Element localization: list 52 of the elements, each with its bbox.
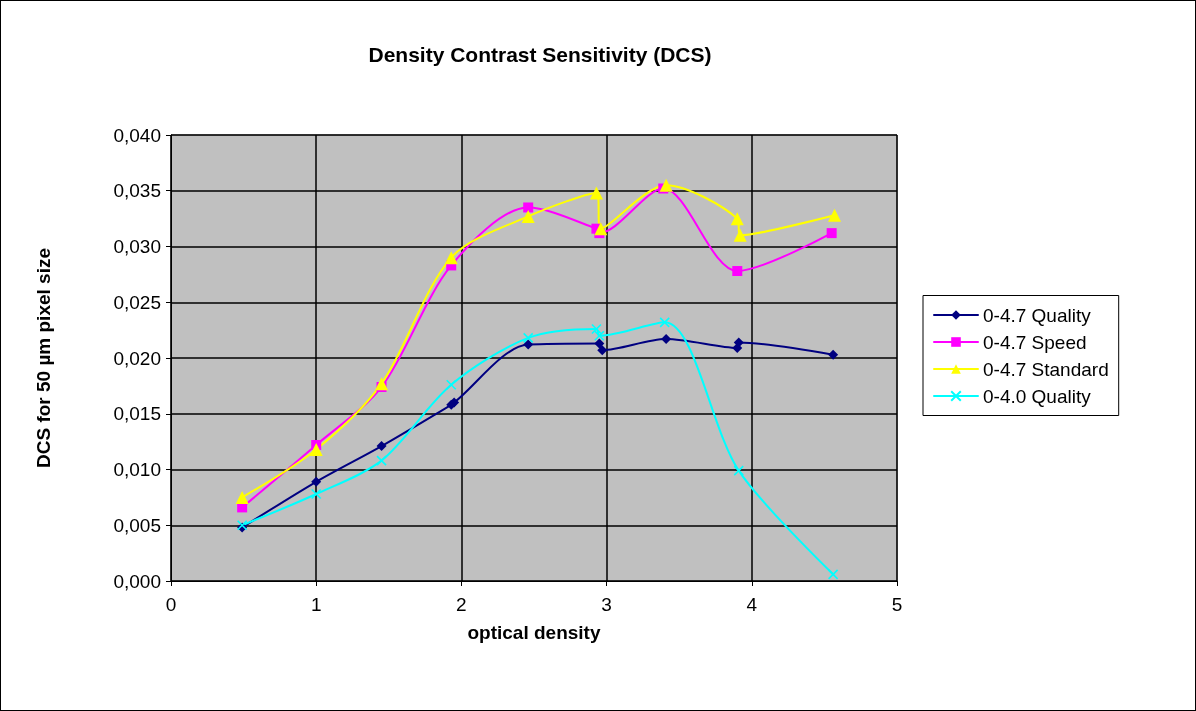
x-axis-title: optical density [467, 622, 601, 643]
y-tick-label: 0,020 [113, 347, 161, 369]
point [375, 377, 389, 391]
point [310, 488, 322, 500]
point [521, 209, 535, 223]
chart-title: Density Contrast Sensitivity (DCS) [368, 43, 712, 66]
y-tick-label: 0,000 [113, 570, 161, 592]
point [444, 251, 458, 265]
legend-label: 0-4.7 Speed [983, 331, 1087, 353]
point [523, 339, 534, 350]
point [730, 212, 744, 226]
point [597, 345, 608, 356]
point [733, 465, 745, 476]
x-tick-label: 0 [165, 594, 177, 615]
point [376, 441, 387, 452]
point [594, 330, 605, 341]
point [732, 266, 743, 277]
point [445, 379, 457, 391]
point [523, 202, 534, 213]
y-tick-label: 0,035 [113, 180, 161, 202]
y-axis-title: DCS for 50 µm pixel size [33, 247, 54, 469]
point [828, 208, 842, 222]
point [594, 338, 605, 349]
y-tick-label: 0,030 [113, 236, 161, 257]
point [589, 186, 603, 200]
x-tick-label: 1 [310, 594, 322, 615]
y-tick-label: 0,010 [113, 459, 161, 480]
point [659, 178, 673, 192]
point [828, 349, 839, 360]
legend-label: 0-4.0 Quality [983, 385, 1092, 407]
point [661, 334, 672, 345]
point [376, 455, 387, 466]
y-tick-label: 0,015 [113, 403, 161, 425]
point [659, 317, 670, 328]
point [591, 323, 602, 335]
point [827, 569, 839, 580]
y-tick-label: 0,025 [113, 291, 161, 313]
point [733, 228, 747, 242]
x-tick-label: 3 [601, 594, 612, 615]
point [826, 228, 837, 239]
x-tick-label: 5 [891, 594, 903, 615]
legend-label: 0-4.7 Standard [983, 358, 1109, 380]
y-tick-label: 0,005 [113, 514, 161, 536]
legend-label: 0-4.7 Quality [983, 304, 1092, 326]
point [235, 490, 249, 504]
point [311, 476, 322, 487]
point [309, 442, 323, 456]
y-tick-label: 0,040 [113, 124, 161, 146]
x-tick-label: 4 [746, 594, 758, 615]
x-tick-label: 2 [456, 594, 467, 615]
point [522, 332, 534, 344]
point [594, 222, 608, 236]
